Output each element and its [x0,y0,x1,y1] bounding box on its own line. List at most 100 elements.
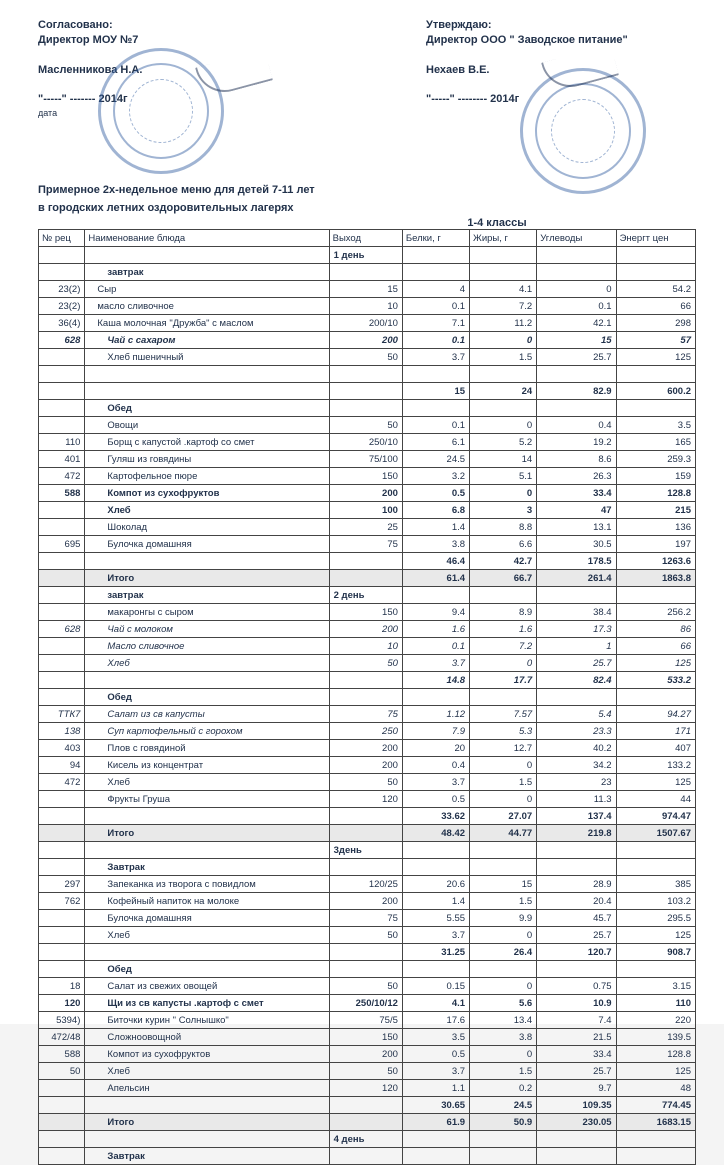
fat: 11.2 [470,315,537,332]
approve-label: Утверждаю: [426,18,686,33]
table-row: 5394)Биточки курин " Солнышко"75/517.613… [39,1012,696,1029]
carb: 0.75 [537,978,616,995]
table-row: Завтрак [39,859,696,876]
recipe-num [39,553,85,570]
output [329,383,402,400]
table-row: Итого61.466.7261.41863.8 [39,570,696,587]
output: 50 [329,978,402,995]
table-row: 152482.9600.2 [39,383,696,400]
energy: 298 [616,315,695,332]
recipe-num: 472 [39,468,85,485]
carb: 23 [537,774,616,791]
protein: 20.6 [402,876,469,893]
dish-name: Чай с сахаром [85,332,329,349]
table-row: Итого61.950.9230.051683.15 [39,1114,696,1131]
energy: 125 [616,349,695,366]
energy: 165 [616,434,695,451]
energy: 1263.6 [616,553,695,570]
protein: 14.8 [402,672,469,689]
table-row: Хлеб1006.8347215 [39,502,696,519]
table-row: 46.442.7178.51263.6 [39,553,696,570]
table-row: макаронгы с сыром1509.48.938.4256.2 [39,604,696,621]
energy: 220 [616,1012,695,1029]
carb: 25.7 [537,349,616,366]
fat: 0 [470,791,537,808]
carb: 10.9 [537,995,616,1012]
recipe-num [39,1080,85,1097]
dish-name: Фрукты Груша [85,791,329,808]
protein: 46.4 [402,553,469,570]
dish-name [85,383,329,400]
carb: 5.4 [537,706,616,723]
table-row: Хлеб503.7025.7125 [39,927,696,944]
protein: 3.7 [402,1063,469,1080]
dish-name: Запеканка из творога с повидлом [85,876,329,893]
carb: 25.7 [537,927,616,944]
fat: 17.7 [470,672,537,689]
director-mou: Директор МОУ №7 [38,33,318,48]
dish-name: Овощи [85,417,329,434]
table-row: 33.6227.07137.4974.47 [39,808,696,825]
table-row: 588Компот из сухофруктов2000.5033.4128.8 [39,485,696,502]
energy: 171 [616,723,695,740]
carb: 21.5 [537,1029,616,1046]
fat: 15 [470,876,537,893]
fat: 6.6 [470,536,537,553]
recipe-num: 18 [39,978,85,995]
protein: 1.6 [402,621,469,638]
fat: 0 [470,757,537,774]
energy: 125 [616,655,695,672]
fat: 5.2 [470,434,537,451]
carb: 26.3 [537,468,616,485]
fat: 0 [470,332,537,349]
fat: 1.5 [470,893,537,910]
table-row: Хлеб503.7025.7125 [39,655,696,672]
energy: 44 [616,791,695,808]
table-row: Масло сливочное100.17.2166 [39,638,696,655]
dish-name: Сыр [85,281,329,298]
dish-name: Хлеб [85,927,329,944]
output: 10 [329,638,402,655]
dish-name: Компот из сухофруктов [85,485,329,502]
dish-name: Компот из сухофруктов [85,1046,329,1063]
recipe-num [39,791,85,808]
dish-name: масло сливочное [85,298,329,315]
carb: 0.4 [537,417,616,434]
recipe-num [39,417,85,434]
recipe-num: 628 [39,332,85,349]
fat: 26.4 [470,944,537,961]
carb: 45.7 [537,910,616,927]
dish-name: Биточки курин " Солнышко" [85,1012,329,1029]
energy: 86 [616,621,695,638]
fat: 0 [470,927,537,944]
table-row: Обед [39,400,696,417]
protein: 3.7 [402,655,469,672]
recipe-num: 138 [39,723,85,740]
protein: 0.4 [402,757,469,774]
dish-name: Хлеб пшеничный [85,349,329,366]
recipe-num: 472 [39,774,85,791]
recipe-num [39,927,85,944]
dish-name: Салат из св капусты [85,706,329,723]
energy: 256.2 [616,604,695,621]
energy: 159 [616,468,695,485]
energy: 3.15 [616,978,695,995]
energy: 57 [616,332,695,349]
recipe-num [39,502,85,519]
fat: 5.6 [470,995,537,1012]
table-row: 110Борщ с капустой .картоф со смет250/10… [39,434,696,451]
section-label: Завтрак [85,1148,329,1165]
carb: 13.1 [537,519,616,536]
energy: 774.45 [616,1097,695,1114]
fat: 14 [470,451,537,468]
dish-name: Хлеб [85,774,329,791]
table-row: 762Кофейный напиток на молоке2001.41.520… [39,893,696,910]
table-row: 628Чай с молоком2001.61.617.386 [39,621,696,638]
protein: 15 [402,383,469,400]
protein: 9.4 [402,604,469,621]
protein: 7.1 [402,315,469,332]
protein: 1.4 [402,519,469,536]
recipe-num [39,672,85,689]
output: 50 [329,417,402,434]
dish-name: Борщ с капустой .картоф со смет [85,434,329,451]
